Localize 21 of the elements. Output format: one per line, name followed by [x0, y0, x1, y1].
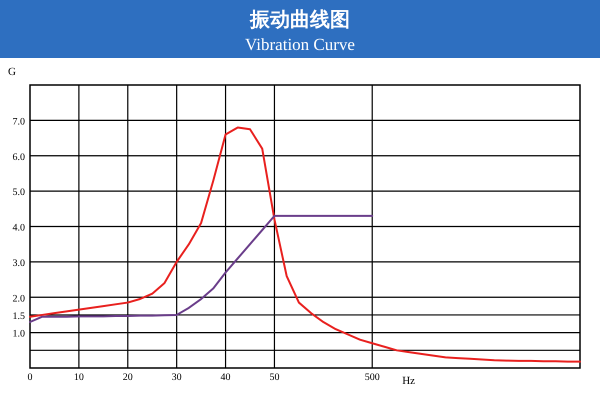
x-tick-label: 40	[220, 372, 231, 383]
line-series	[29, 214, 374, 324]
x-tick-label: 0	[28, 372, 32, 383]
y-tick-label: 2.0	[12, 293, 25, 304]
chart-title: 振动曲线图	[249, 7, 350, 31]
x-tick-label: 20	[122, 372, 133, 383]
x-axis-title: Hz	[402, 375, 416, 387]
y-tick-label: 1.0	[12, 328, 25, 340]
x-tick-label: 30	[172, 372, 182, 383]
y-tick-label: 5.0	[12, 187, 25, 198]
y-tick-label: 6.0	[12, 152, 25, 163]
x-tick-label: 10	[74, 372, 84, 383]
x-tick-label: 500	[364, 372, 380, 383]
y-axis-title: G	[8, 66, 16, 78]
y-tick-label: 4.0	[12, 222, 25, 234]
y-tick-label: 1.5	[12, 310, 25, 322]
x-tick-label: 50	[269, 372, 280, 383]
chart-subtitle: Vibration Curve	[245, 35, 355, 54]
y-tick-label: 3.0	[12, 258, 25, 269]
line-series	[29, 126, 581, 363]
y-tick-label: 7.0	[12, 116, 25, 128]
